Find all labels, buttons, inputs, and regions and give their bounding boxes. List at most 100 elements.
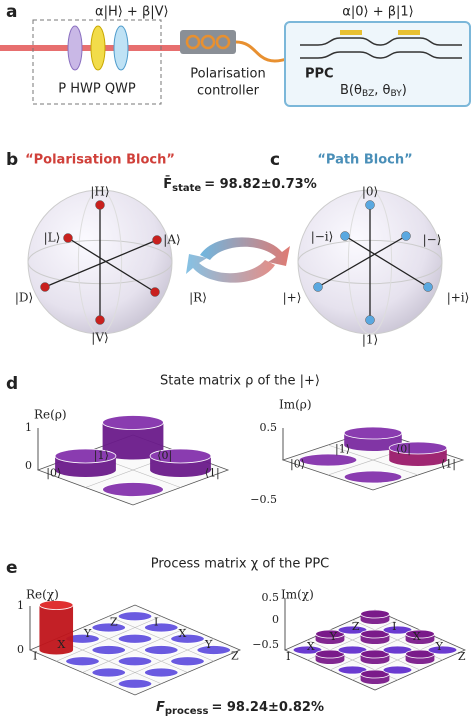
bar-top xyxy=(292,645,323,655)
state-point xyxy=(95,315,105,325)
col-label: ⟨1| xyxy=(205,466,220,480)
bar-top xyxy=(117,656,153,667)
bar-top xyxy=(91,622,126,633)
bar-top xyxy=(360,609,390,619)
panel-label: b xyxy=(6,150,18,170)
axis xyxy=(44,239,158,288)
row-label: Z xyxy=(352,620,360,633)
z-tick-label: 0.5 xyxy=(260,421,278,434)
rotation-arrow xyxy=(186,254,275,283)
bar-top xyxy=(54,448,117,464)
bar-side xyxy=(344,433,402,451)
panel-label: d xyxy=(6,374,18,394)
row-label: |0⟩ xyxy=(46,466,61,480)
bar-top xyxy=(405,649,435,659)
bar-top xyxy=(343,470,403,484)
bar-side xyxy=(360,654,390,664)
bar-top xyxy=(298,453,358,467)
bar-top xyxy=(315,629,345,639)
bar-top xyxy=(382,625,413,635)
bar-top xyxy=(117,678,153,689)
grid-line xyxy=(82,627,188,673)
text: F xyxy=(156,700,165,715)
panel-label: e xyxy=(6,558,18,578)
state-point xyxy=(152,235,162,245)
row-label: I xyxy=(286,650,290,663)
bar-side xyxy=(315,634,345,644)
row-label: |1⟩ xyxy=(335,443,350,457)
bar-top xyxy=(117,611,153,622)
z-tick-label: 0.5 xyxy=(262,591,280,604)
grid-line xyxy=(108,638,214,685)
bar-top xyxy=(360,649,390,659)
row-label: |1⟩ xyxy=(94,449,109,463)
text: process xyxy=(165,706,209,717)
state-label: |D⟩ xyxy=(15,291,33,305)
state-label: |−i⟩ xyxy=(311,230,334,244)
bar-top xyxy=(117,633,153,644)
text: BZ xyxy=(362,89,374,99)
text: = 98.82±0.73% xyxy=(204,177,317,192)
bar-top xyxy=(405,629,435,639)
text: F̄ xyxy=(163,175,172,191)
state-label: |V⟩ xyxy=(91,331,108,345)
heater xyxy=(398,30,420,35)
state-point xyxy=(150,287,160,297)
state-point xyxy=(365,200,375,210)
z-tick-label: 1 xyxy=(25,421,32,434)
fiber xyxy=(235,40,291,63)
bar-top xyxy=(144,622,179,633)
waveplate-labels: P HWP QWP xyxy=(58,82,136,97)
bar-top xyxy=(149,448,212,464)
plot-title: Im(ρ) xyxy=(279,398,312,412)
plot-title: Im(χ) xyxy=(281,588,314,602)
plot-title: Re(χ) xyxy=(26,588,59,602)
bar-top xyxy=(337,645,368,655)
rotation-arrow xyxy=(200,237,290,266)
col-label: ⟨0| xyxy=(396,443,411,457)
bar-top xyxy=(382,665,413,675)
bar-top xyxy=(91,645,126,655)
bar-top xyxy=(343,426,403,440)
bar-top xyxy=(144,667,179,678)
bar-side xyxy=(150,456,211,477)
state-point xyxy=(95,200,105,210)
bar-top xyxy=(39,600,74,610)
controller-box xyxy=(180,30,236,54)
col-label: X xyxy=(413,630,421,643)
bar-top xyxy=(91,667,126,678)
state-point xyxy=(340,231,350,241)
axis xyxy=(67,237,156,293)
panel-title: Process matrix χ of the PPC xyxy=(151,557,329,572)
panel-title: State matrix ρ of the |+⟩ xyxy=(160,374,320,389)
row-label: |0⟩ xyxy=(290,458,305,472)
bar-top xyxy=(337,665,368,675)
state-label: |0⟩ xyxy=(362,185,378,199)
state-point xyxy=(365,315,375,325)
bar-top xyxy=(427,645,458,655)
col-label: ⟨1| xyxy=(441,458,456,472)
process-fidelity: Fprocess = 98.24±0.82% xyxy=(156,700,324,718)
text: , θ xyxy=(374,83,390,98)
chip-box xyxy=(284,21,471,107)
input-state: α|H⟩ + β|V⟩ xyxy=(95,5,169,20)
panel-label: a xyxy=(6,2,17,22)
z-tick-label: 0 xyxy=(272,613,279,626)
output-state: α|0⟩ + β|1⟩ xyxy=(342,5,413,20)
state-fidelity: F̄state = 98.82±0.73% xyxy=(163,175,316,194)
text: = 98.24±0.82% xyxy=(211,700,324,715)
row-label: Y xyxy=(329,630,338,643)
bar-top xyxy=(388,441,448,455)
panel-label: c xyxy=(270,150,280,170)
text: BY xyxy=(391,89,403,99)
bar-side xyxy=(405,634,435,644)
text: state xyxy=(172,183,201,194)
col-label: I xyxy=(392,620,396,633)
qwp xyxy=(113,25,129,71)
bar-side xyxy=(102,422,164,460)
z-tick-label: −0.5 xyxy=(250,493,277,506)
state-label: |+⟩ xyxy=(283,291,302,305)
grid-line xyxy=(327,444,419,476)
state-point xyxy=(40,282,50,292)
